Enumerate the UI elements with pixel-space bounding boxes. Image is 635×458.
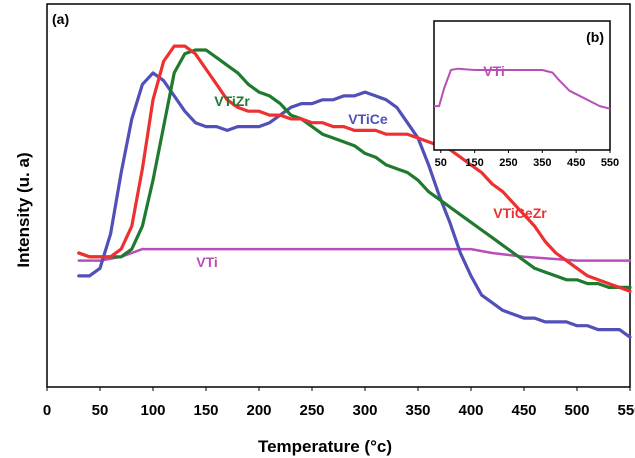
x-tick-label: 0 — [43, 402, 51, 419]
x-tick-label: 200 — [246, 402, 271, 419]
series-label-vtice: VTiCe — [348, 111, 388, 127]
plot-frame — [46, 3, 631, 388]
main-chart: (a) 0 50 100 150 200 250 300 350 400 450 500 550 Temp… — [14, 3, 635, 456]
x-tick-label: 150 — [193, 402, 218, 419]
x-tick-label: 450 — [511, 402, 536, 419]
series-line-vticezr — [77, 44, 632, 293]
series-label-vti: VTi — [196, 254, 218, 270]
inset-x-tick-label: 350 — [533, 157, 551, 169]
inset-x-tick-label: 250 — [499, 157, 517, 169]
inset-x-tick-label: 150 — [465, 157, 483, 169]
series-label-vtizr: VTiZr — [214, 93, 250, 109]
inset-x-tick-label: 450 — [567, 157, 585, 169]
inset-series-line-vti — [434, 67, 611, 110]
series-label-vticezr: VTiCeZr — [493, 205, 547, 221]
x-axis-title: Temperature (°c) — [258, 437, 392, 456]
x-tick-label: 250 — [299, 402, 324, 419]
x-tick-label: 350 — [405, 402, 430, 419]
inset-x-tick-label: 50 — [435, 157, 447, 169]
x-tick-label: 50 — [92, 402, 109, 419]
series-line-vti — [77, 247, 632, 262]
x-tick-label: 100 — [140, 402, 165, 419]
x-tick-label: 300 — [352, 402, 377, 419]
x-tick-label: 550 — [617, 402, 635, 419]
inset-frame — [433, 20, 611, 151]
inset-series-label-vti: VTi — [483, 63, 505, 79]
x-tick-label: 400 — [458, 402, 483, 419]
series-line-vtizr — [77, 48, 632, 289]
y-axis-title: Intensity (u. a) — [14, 152, 33, 267]
x-tick-label: 500 — [564, 402, 589, 419]
panel-label-a: (a) — [52, 11, 69, 27]
inset-x-tick-label: 550 — [601, 157, 619, 169]
inset-chart: (b) 50 150 250 350 450 550 VTi — [433, 20, 619, 169]
panel-label-b: (b) — [586, 29, 604, 45]
